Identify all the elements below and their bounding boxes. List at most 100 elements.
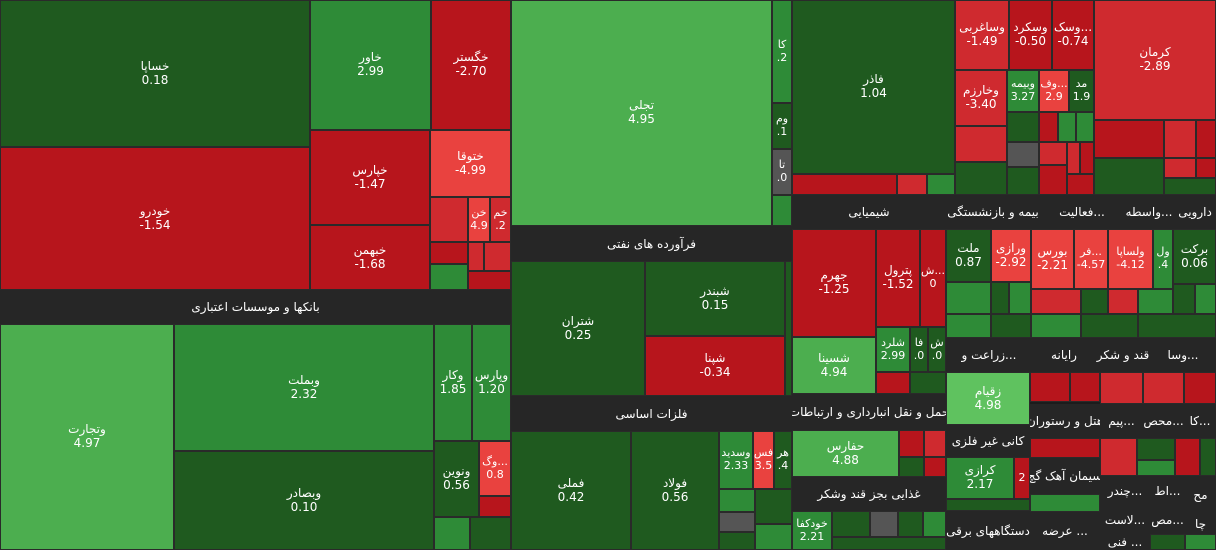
sector-header-restaurant[interactable]: هتل و رستوران (1030, 404, 1100, 438)
tile-foolad[interactable]: فولاد 0.56 (631, 431, 719, 550)
tile-small[interactable] (1138, 314, 1216, 338)
tile-small[interactable] (755, 489, 792, 524)
sector-header-misc1[interactable]: پیم... (1100, 404, 1143, 438)
tile-vasadid[interactable]: وسدید 2.33 (719, 431, 753, 489)
tile-small[interactable] (1081, 314, 1138, 338)
tile-vaskerd[interactable]: وسکرد -0.50 (1009, 0, 1052, 70)
sector-header-agriculture[interactable]: زراعت و... (946, 338, 1032, 372)
tile-small[interactable] (991, 282, 1009, 314)
sector-header-misc2[interactable]: محص... (1143, 404, 1184, 438)
tile-shepna[interactable]: شپنا -0.34 (645, 336, 785, 396)
tile-khegostar[interactable]: خگستر -2.70 (431, 0, 511, 130)
tile-small[interactable] (1031, 289, 1081, 314)
sector-header-misc6[interactable]: مح (1185, 476, 1216, 514)
tile-small[interactable] (1196, 158, 1216, 178)
sector-header-sugar[interactable]: قند و شکر (1096, 338, 1150, 372)
tile-shalard[interactable]: شلرد 2.99 (876, 327, 910, 372)
tile-small[interactable] (1100, 438, 1137, 476)
tile-ghadafa[interactable]: 2 (1014, 457, 1030, 499)
tile-small[interactable] (719, 532, 755, 550)
tile-barakat[interactable]: برکت 0.06 (1173, 229, 1216, 284)
tile-small[interactable] (1039, 165, 1067, 195)
tile-khen[interactable]: خن 4.9 (468, 197, 490, 242)
tile-melat[interactable]: ملت 0.87 (946, 229, 991, 282)
tile-small[interactable] (923, 511, 946, 537)
tile-small[interactable] (1150, 534, 1185, 550)
tile-vabime[interactable]: وبیمه 3.27 (1007, 70, 1039, 112)
tile-small[interactable] (1058, 112, 1076, 142)
sector-header-misc8[interactable]: مص... (1150, 506, 1185, 534)
tile-khepars[interactable]: خپارس -1.47 (310, 130, 430, 225)
tile-mad[interactable]: مد 1.9 (1069, 70, 1094, 112)
tile-vekar[interactable]: وکار 1.85 (434, 324, 472, 441)
tile-small[interactable] (1164, 178, 1216, 195)
tile-small[interactable] (1164, 158, 1196, 178)
sector-header-misc-wa[interactable]: وسا... (1150, 338, 1216, 372)
tile-khodro[interactable]: خودرو -1.54 (0, 147, 310, 290)
tile-shesina[interactable]: شسینا 4.94 (792, 337, 876, 394)
sector-header-cement[interactable]: سیمان آهک گچ (1030, 458, 1100, 494)
tile-small[interactable] (1185, 534, 1216, 550)
tile-small[interactable] (484, 242, 511, 271)
tile-small[interactable] (1173, 284, 1195, 314)
tile-small[interactable] (1094, 158, 1164, 195)
tile-small[interactable] (1080, 142, 1094, 174)
tile-sh1[interactable]: ش... 0 (920, 229, 946, 327)
tile-small[interactable] (430, 197, 468, 242)
tile-small[interactable] (899, 430, 924, 457)
sector-header-metals[interactable]: فلزات اساسی (511, 396, 792, 431)
tile-small[interactable] (719, 512, 755, 532)
sector-header-food[interactable]: غذایی بجز قند وشکر (792, 477, 946, 511)
sector-header-misc9[interactable]: چا (1185, 514, 1216, 534)
tile-small[interactable] (470, 517, 511, 550)
tile-vask[interactable]: وسک... -0.74 (1052, 0, 1094, 70)
tile-varazi[interactable]: ورازی -2.92 (991, 229, 1031, 282)
sector-header-electric[interactable]: دستگاههای برقی (946, 511, 1030, 550)
tile-har[interactable]: هر .4 (774, 431, 792, 489)
tile-small[interactable] (897, 174, 927, 195)
tile-tajli[interactable]: تجلی 4.95 (511, 0, 772, 226)
tile-small[interactable] (1070, 372, 1100, 402)
tile-small[interactable] (946, 314, 991, 338)
sector-header-misc4[interactable]: چندر... (1100, 476, 1150, 506)
tile-vanovin[interactable]: ونوین 0.56 (434, 441, 479, 517)
tile-vag[interactable]: وگ... 0.8 (479, 441, 511, 496)
tile-vatejarat[interactable]: وتجارت 4.97 (0, 324, 174, 550)
tile-ta[interactable]: تا .0 (772, 149, 792, 195)
tile-small[interactable] (955, 162, 1007, 195)
tile-petrol[interactable]: پترول -1.52 (876, 229, 920, 327)
tile-small[interactable] (1094, 120, 1164, 158)
sector-header-supply[interactable]: عرضه ... (1030, 512, 1100, 550)
sector-header-banks[interactable]: بانکها و موسسات اعتباری (0, 290, 511, 324)
tile-vebmellat[interactable]: وبملت 2.32 (174, 324, 434, 451)
tile-val[interactable]: ول .4 (1153, 229, 1173, 289)
tile-small[interactable] (1137, 460, 1175, 476)
tile-khem[interactable]: خم .2 (490, 197, 511, 242)
tile-fara[interactable]: فر... -4.57 (1074, 229, 1108, 289)
tile-small[interactable] (430, 264, 468, 290)
tile-vasagharbi[interactable]: وساغربی -1.49 (955, 0, 1009, 70)
tile-zaghiam[interactable]: زقیام 4.98 (946, 372, 1030, 425)
tile-small[interactable] (468, 242, 484, 271)
tile-small[interactable] (1196, 120, 1216, 158)
tile-fazar[interactable]: فاذر 1.04 (792, 0, 955, 174)
tile-small[interactable] (1030, 494, 1100, 512)
tile-khbahman[interactable]: خبهمن -1.68 (310, 225, 430, 290)
tile-small[interactable] (1195, 284, 1216, 314)
sector-header-transport[interactable]: حمل و نقل انبارداری و ارتباطات (792, 394, 946, 430)
tile-khodkafa[interactable]: خودکفا 2.21 (792, 511, 832, 550)
tile-small[interactable] (1039, 142, 1067, 165)
tile-ka[interactable]: کا .2 (772, 0, 792, 103)
tile-shebandar[interactable]: شبندر 0.15 (645, 261, 785, 336)
tile-small[interactable] (755, 524, 792, 550)
tile-khtouga[interactable]: ختوقا -4.99 (430, 130, 511, 197)
tile-small[interactable] (946, 499, 1030, 511)
tile-small[interactable] (924, 457, 946, 477)
tile-small[interactable] (468, 271, 511, 290)
tile-small[interactable] (946, 282, 991, 314)
tile-khesapa[interactable]: خساپا 0.18 (0, 0, 310, 147)
tile-small[interactable] (991, 314, 1031, 338)
sector-header-misc10[interactable]: فنی ... (1100, 534, 1150, 550)
tile-vam[interactable]: وم .1 (772, 103, 792, 149)
tile-small[interactable] (1200, 438, 1216, 476)
